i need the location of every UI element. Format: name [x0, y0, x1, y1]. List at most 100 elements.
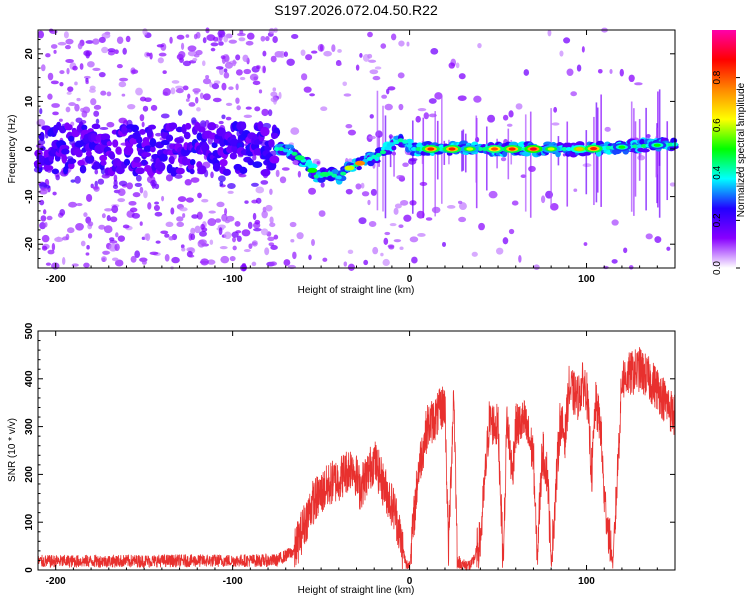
spectrogram-speckle: [406, 41, 410, 47]
spectrogram-speckle: [434, 92, 443, 100]
spectrogram-speckle: [212, 36, 219, 42]
spectrogram-speckle: [337, 48, 342, 53]
spectrogram-speckle: [457, 95, 467, 101]
spectrogram-speckle: [431, 206, 441, 214]
spectrogram-speckle: [220, 55, 226, 60]
spectrogram-speckle: [372, 246, 379, 255]
spectrogram-speckle: [59, 70, 65, 75]
spectrogram-speckle: [347, 249, 354, 255]
spectrogram-speckle: [197, 192, 202, 199]
spectrogram-band-cell: [260, 168, 271, 177]
spectrogram-speckle: [129, 207, 138, 213]
spectrogram-band-cell: [146, 127, 153, 138]
spectrogram-speckle: [308, 187, 317, 195]
spectrogram-speckle: [165, 221, 174, 228]
spectrogram-speckle: [62, 257, 66, 265]
spectrogram-speckle: [45, 262, 52, 266]
spectrogram-ridge-core: [380, 150, 387, 155]
spectrogram-speckle: [396, 174, 405, 180]
colorbar-label: Normalized spectral amplitude: [736, 82, 747, 217]
spectrogram-dip-spot: [294, 155, 305, 161]
spectrogram-speckle: [345, 123, 353, 129]
spectrogram-speckle: [261, 108, 269, 117]
snr-y-tick-label: 400: [24, 370, 35, 387]
spectrogram-speckle: [116, 36, 124, 44]
spectrogram-x-tick-label: 0: [407, 274, 413, 285]
snr-plot-area: [38, 331, 675, 570]
spectrogram-speckle: [141, 236, 146, 241]
spectrogram-speckle: [197, 239, 206, 248]
spectrogram-speckle: [628, 265, 634, 270]
spectrogram-band-cell: [196, 132, 203, 141]
spectrogram-speckle: [195, 96, 199, 104]
spectrogram-speckle: [55, 174, 60, 181]
spectrogram-speckle: [39, 199, 45, 206]
spectrogram-speckle: [669, 182, 676, 187]
spectrogram-speckle: [119, 77, 129, 82]
spectrogram-speckle: [528, 165, 536, 172]
spectrogram-speckle: [40, 64, 46, 72]
spectrogram-ridge-core: [366, 156, 373, 161]
spectrogram-ridge-core: [415, 147, 422, 151]
spectrogram-x-axis-label: Height of straight line (km): [298, 285, 415, 296]
spectrogram-speckle: [70, 179, 76, 183]
spectrogram-peak-core: [466, 147, 474, 151]
spectrogram-speckle: [563, 37, 571, 44]
spectrogram-speckle: [471, 251, 478, 257]
spectrogram-speckle: [239, 76, 246, 81]
spectrogram-speckle: [180, 244, 185, 249]
spectrogram-speckle: [218, 227, 223, 235]
spectrogram-speckle: [175, 85, 184, 90]
spectrogram-speckle: [520, 174, 527, 179]
spectrogram-speckle: [122, 47, 127, 55]
spectrogram-band-cell: [640, 148, 650, 153]
spectrogram-speckle: [508, 228, 515, 235]
spectrogram-speckle: [236, 235, 242, 242]
spectrogram-band-cell: [269, 155, 280, 164]
spectrogram-ridge-core: [632, 144, 639, 149]
spectrogram-band-cell: [77, 159, 85, 167]
spectrogram-speckle: [210, 171, 214, 179]
spectrogram-speckle: [290, 238, 295, 243]
spectrogram-x-tick-label: -200: [46, 274, 66, 285]
spectrogram-speckle: [623, 247, 628, 254]
spectrogram-speckle: [252, 212, 257, 221]
spectrogram-band-cell: [115, 146, 122, 155]
spectrogram-speckle: [98, 72, 106, 78]
spectrogram-band-cell: [207, 122, 217, 131]
spectrogram-speckle: [217, 29, 226, 38]
spectrogram-band-cell: [229, 152, 238, 160]
snr-x-tick-label: -100: [223, 576, 243, 587]
spectrogram-speckle: [187, 93, 191, 99]
spectrogram-band-cell: [39, 131, 45, 142]
spectrogram-speckle: [666, 246, 671, 251]
spectrogram-speckle: [207, 259, 216, 265]
spectrogram-speckle: [229, 255, 236, 262]
spectrogram-speckle: [47, 249, 55, 255]
spectrogram-speckle: [176, 221, 185, 228]
spectrogram-speckle: [76, 97, 81, 102]
spectrogram-speckle: [221, 114, 226, 120]
spectrogram-speckle: [218, 175, 226, 182]
spectrogram-speckle: [224, 207, 228, 216]
spectrogram-speckle: [157, 57, 164, 64]
spectrogram-speckle: [68, 201, 78, 208]
spectrogram-speckle: [241, 229, 251, 237]
spectrogram-band-cell: [502, 150, 508, 158]
spectrogram-speckle: [67, 227, 75, 234]
spectrogram-speckle: [144, 233, 149, 241]
spectrogram-speckle: [458, 202, 467, 211]
spectrogram-speckle: [92, 38, 100, 45]
spectrogram-peak-core: [653, 143, 661, 147]
spectrogram-speckle: [39, 222, 46, 230]
spectrogram-speckle: [256, 65, 260, 70]
spectrogram-speckle: [267, 109, 273, 117]
spectrogram-ridge-core: [402, 139, 409, 144]
spectrogram-speckle: [47, 93, 53, 100]
spectrogram-speckle: [270, 245, 278, 251]
spectrogram-speckle: [171, 80, 180, 84]
spectrogram-speckle: [45, 53, 51, 58]
spectrogram-speckle: [244, 200, 249, 204]
spectrogram-speckle: [506, 123, 513, 127]
spectrogram-speckle: [267, 236, 275, 242]
